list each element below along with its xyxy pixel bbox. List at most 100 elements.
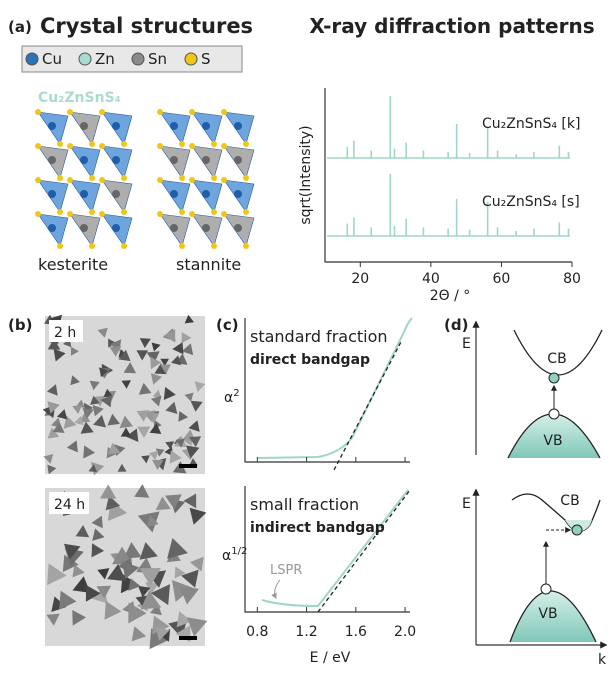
nanocrystal [163,329,176,343]
x-tick-label: 40 [422,271,440,287]
plot-title: small fraction [250,495,359,514]
atom [202,224,210,232]
band-label: VB [538,606,557,622]
nanocrystal [104,601,122,620]
nanocrystal [108,338,117,348]
nanocrystal [128,602,147,624]
atom [35,109,41,115]
nanocrystal [107,413,120,426]
structure-label: stannite [176,255,241,274]
atom [179,175,185,181]
nanocrystal [140,590,162,610]
nanocrystal [122,561,140,579]
panel-label: (c) [216,316,239,334]
nanocrystal [178,411,189,422]
nanocrystal [46,384,58,396]
curve [257,317,413,459]
atom [121,175,127,181]
nanocrystal [63,543,81,560]
atom [35,177,41,183]
atom [221,109,227,115]
nanocrystal [99,367,109,377]
nanocrystal [184,314,194,324]
atom [179,209,185,215]
annotation-arrow [271,579,281,600]
atom [48,122,56,130]
atom [211,175,217,181]
nanocrystal [47,338,61,350]
atom [189,109,195,115]
atom [243,175,249,181]
atom [35,211,41,217]
label-box [49,320,83,342]
nanocrystal [181,343,194,356]
atom [121,209,127,215]
nanocrystal [187,617,208,637]
atom [189,143,195,149]
x-tick-label: 1.6 [345,624,367,640]
nanocrystal [163,386,176,400]
nanocrystal [112,546,133,565]
nanocrystal [100,484,117,499]
nanocrystal [92,405,104,417]
fit-line [333,339,403,471]
nanocrystal [46,613,60,626]
nanocrystal [109,346,122,357]
nanocrystal [138,382,152,395]
atom [189,211,195,217]
nanocrystal [70,346,79,356]
atom [157,211,163,217]
nanocrystal [96,585,112,599]
band-label: CB [560,493,579,509]
hole [540,583,552,595]
legend-label: Sn [148,50,167,68]
nanocrystal [151,395,162,407]
formula: Cu₂ZnSnS₄ [38,90,121,106]
nanocrystal [131,626,147,642]
plot-subtitle: direct bandgap [250,352,370,368]
annotation: LSPR [270,563,302,578]
nanocrystal [134,484,150,498]
nanocrystal [189,436,202,448]
nanocrystal [151,342,161,352]
atom [80,190,88,198]
atom [234,190,242,198]
panel-label: (b) [8,316,32,334]
nanocrystal [70,375,80,386]
nanocrystal [80,421,94,434]
atom [80,122,88,130]
nanocrystal [160,358,169,367]
atom [99,143,105,149]
band-label: VB [543,433,562,449]
atom [170,190,178,198]
atom [234,156,242,164]
nanocrystal [128,578,141,591]
nanocrystal [149,423,162,434]
nanocrystal [120,427,132,437]
nanocrystal [89,380,100,391]
plot-title: standard fraction [250,327,388,346]
atom [48,224,56,232]
nanocrystal [150,373,163,385]
plot-subtitle: indirect bandgap [250,520,385,536]
label-box [49,492,89,514]
nanocrystal [74,415,84,426]
atom [80,156,88,164]
nanocrystal [171,355,181,366]
curve [261,489,409,608]
nanocrystal [152,389,162,398]
atom [157,143,163,149]
nanocrystal [188,420,200,432]
nanocrystal [169,450,182,464]
conduction-band [511,493,601,532]
nanocrystal [92,528,105,541]
legend-marker [25,52,39,66]
nanocrystal [149,450,159,460]
hole [548,408,560,420]
nanocrystal [121,380,131,389]
nanocrystal [52,422,65,433]
scale-bar [179,464,197,468]
atom [121,243,127,249]
atom [221,211,227,217]
atom [211,209,217,215]
